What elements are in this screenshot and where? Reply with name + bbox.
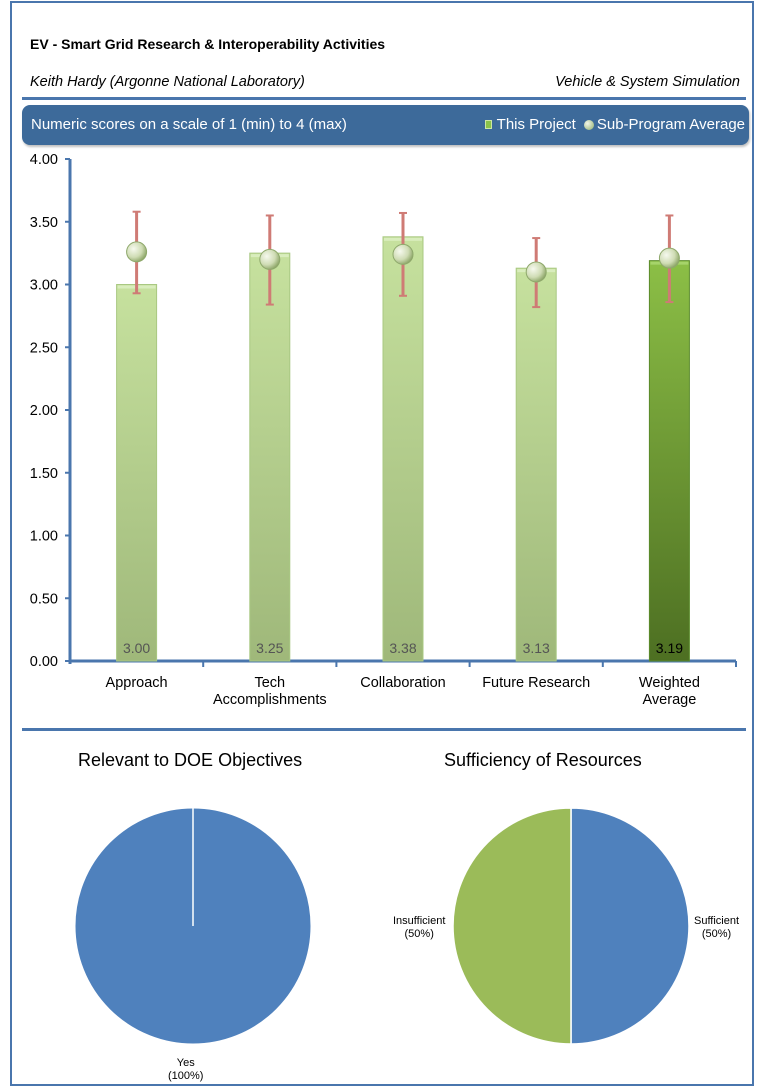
section-divider: [22, 728, 746, 731]
score-bar: [515, 267, 557, 662]
category-label: Collaboration: [360, 675, 445, 691]
score-bar: [648, 260, 690, 662]
pie-label-insufficient-pct: (50%): [404, 928, 434, 940]
category-label: Approach: [106, 675, 168, 691]
category-label: Accomplishments: [213, 692, 327, 708]
y-tick-label: 1.50: [30, 466, 58, 482]
y-tick-label: 4.00: [30, 152, 58, 168]
legend-this-project: This Project: [484, 116, 576, 133]
category-label: Average: [643, 692, 697, 708]
score-bar: [382, 236, 424, 662]
pie-label-yes: Yes (100%): [168, 1057, 203, 1083]
sub-program-marker: [525, 261, 547, 283]
page-frame: [10, 1, 754, 1086]
category-label: Future Research: [482, 675, 590, 691]
y-tick-label: 3.50: [30, 215, 58, 231]
score-bar: [249, 252, 291, 662]
legend-sub-program-label: Sub-Program Average: [596, 116, 745, 133]
y-tick-label: 2.50: [30, 340, 58, 356]
sub-program-marker: [126, 241, 148, 263]
pie-label-insufficient-text: Insufficient: [393, 915, 446, 927]
scale-banner: Numeric scores on a scale of 1 (min) to …: [22, 105, 749, 145]
y-tick-label: 1.00: [30, 529, 58, 545]
resources-pie-title: Sufficiency of Resources: [444, 750, 642, 770]
category-label: Weighted: [639, 675, 700, 691]
presenter-name: Keith Hardy (Argonne National Laboratory…: [30, 74, 305, 90]
y-tick-label: 2.00: [30, 403, 58, 419]
pie-slice: [452, 807, 572, 1045]
chart-legend: This Project Sub-Program Average: [484, 116, 745, 133]
pie-label-sufficient: Sufficient (50%): [694, 915, 739, 941]
y-tick-label: 3.00: [30, 278, 58, 294]
legend-sub-program: Sub-Program Average: [576, 116, 745, 133]
program-name: Vehicle & System Simulation: [555, 74, 740, 90]
pie-label-sufficient-text: Sufficient: [694, 915, 740, 927]
pie-slice: [570, 807, 690, 1045]
y-tick-label: 0.50: [30, 591, 58, 607]
score-bar-chart: 0.00 0.50 1.00 1.50 2.00 2.50 3.00 3.50 4.00 3.00…: [30, 152, 737, 708]
pie-label-yes-pct: (100%): [168, 1070, 204, 1082]
bar-value-label: 3.00: [123, 640, 150, 656]
bar-value-label: 3.13: [523, 640, 550, 656]
pie-label-sufficient-pct: (50%): [701, 928, 732, 940]
bar-value-label: 3.38: [389, 640, 416, 656]
bar-value-label: 3.25: [256, 640, 283, 656]
score-bar: [116, 284, 158, 662]
legend-this-project-label: This Project: [496, 116, 576, 133]
pie-charts: [74, 807, 690, 1045]
page-title: EV - Smart Grid Research & Interoperabil…: [30, 36, 386, 52]
bar-swatch-icon: [484, 120, 492, 129]
sub-program-marker: [658, 247, 680, 269]
scale-description: Numeric scores on a scale of 1 (min) to …: [31, 116, 347, 133]
bar-value-label: 3.19: [656, 640, 683, 656]
y-tick-label: 0.00: [30, 654, 58, 670]
category-label: Tech: [254, 675, 285, 691]
sub-program-marker: [259, 248, 281, 270]
relevance-pie-title: Relevant to DOE Objectives: [78, 750, 303, 770]
pie-label-insufficient: Insufficient (50%): [393, 915, 445, 941]
header-divider: [22, 97, 746, 100]
pie-label-yes-text: Yes: [176, 1057, 195, 1069]
circle-swatch-icon: [583, 119, 594, 130]
sub-program-marker: [392, 243, 414, 265]
